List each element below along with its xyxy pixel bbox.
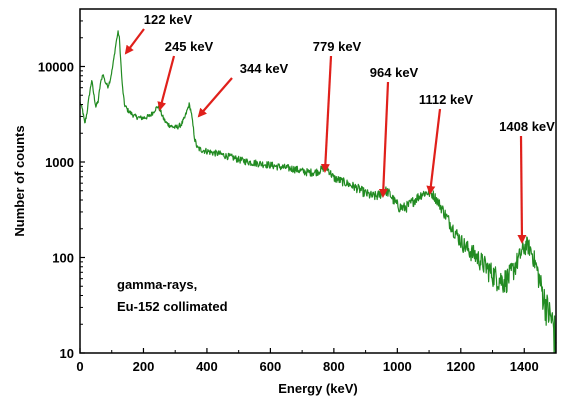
x-axis: 0 200 400 600 800 1000 1200 1400	[76, 348, 539, 374]
peak-label: 1408 keV	[499, 119, 555, 134]
peak-label: 344 keV	[240, 61, 289, 76]
y-tick-label: 10000	[38, 59, 74, 74]
peak-label: 245 keV	[165, 39, 214, 54]
peak-label: 1112 keV	[419, 92, 474, 107]
x-axis-title: Energy (keV)	[278, 381, 357, 396]
spectrum-line	[79, 30, 557, 354]
plot-frame	[79, 8, 557, 354]
y-tick-label: 100	[52, 250, 74, 265]
y-axis-title: Number of counts	[12, 125, 27, 236]
y-axis: 10 100 1000 10000	[38, 8, 85, 361]
annotation-line-1: gamma-rays,	[117, 277, 197, 292]
peak-arrow	[197, 77, 233, 118]
x-tick-label: 200	[133, 359, 155, 374]
x-tick-label: 800	[323, 359, 345, 374]
peak-arrow	[517, 135, 527, 244]
x-tick-label: 1200	[446, 359, 475, 374]
annotation-line-2: Eu-152 collimated	[117, 299, 228, 314]
peak-label: 122 keV	[144, 12, 193, 27]
x-tick-label: 600	[260, 359, 282, 374]
x-tick-label: 400	[196, 359, 218, 374]
x-tick-label: 1400	[510, 359, 539, 374]
peak-arrow	[426, 108, 442, 195]
peak-label: 964 keV	[370, 65, 419, 80]
y-tick-label: 1000	[45, 155, 74, 170]
peak-label: 779 keV	[313, 39, 362, 54]
peak-arrow	[320, 55, 333, 173]
series-group	[79, 30, 557, 354]
peak-arrow	[124, 28, 145, 55]
y-tick-label: 10	[60, 346, 74, 361]
peak-arrow	[378, 81, 390, 198]
peak-arrows: 122 keV 245 keV 344 keV 779 keV 964 keV1112 …	[124, 12, 555, 244]
x-tick-label: 1000	[383, 359, 412, 374]
x-tick-label: 0	[76, 359, 83, 374]
peak-arrow	[157, 55, 176, 111]
